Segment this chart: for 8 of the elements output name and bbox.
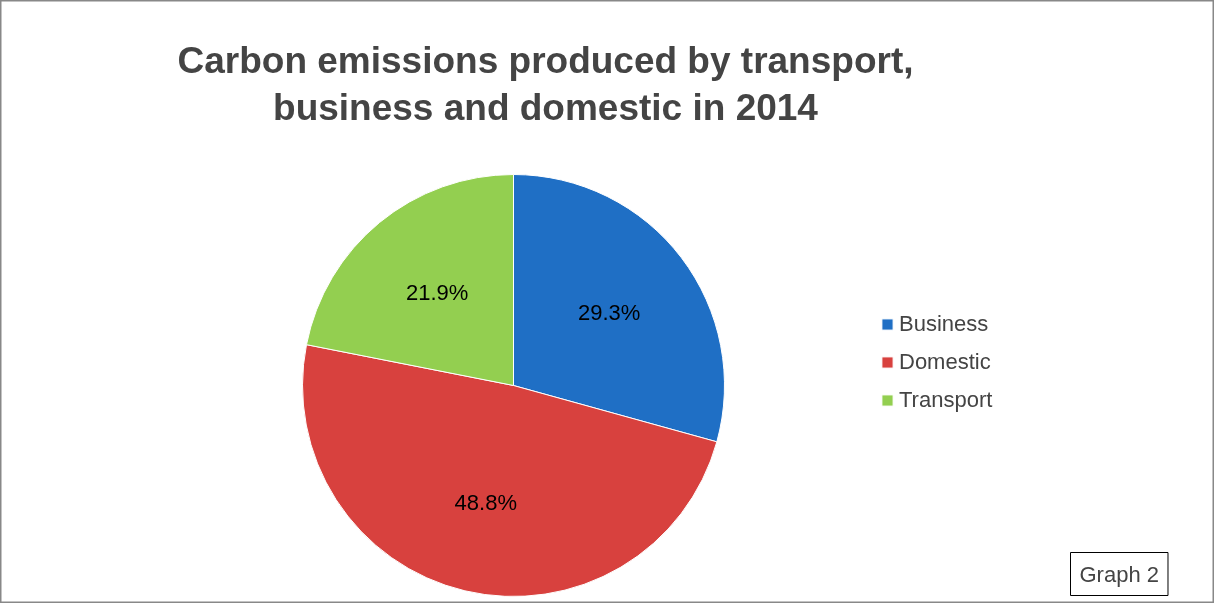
caption: Graph 2 bbox=[1079, 561, 1159, 587]
chart-title: Carbon emissions produced by transport, business and domestic in 2014 bbox=[177, 40, 914, 129]
legend-label: Domestic bbox=[899, 349, 991, 375]
legend-label: Transport bbox=[899, 387, 993, 413]
legend-label: Business bbox=[899, 311, 989, 337]
data-label: 48.8% bbox=[454, 490, 517, 516]
data-label: 21.9% bbox=[405, 280, 469, 306]
data-label: 29.3% bbox=[578, 300, 641, 326]
